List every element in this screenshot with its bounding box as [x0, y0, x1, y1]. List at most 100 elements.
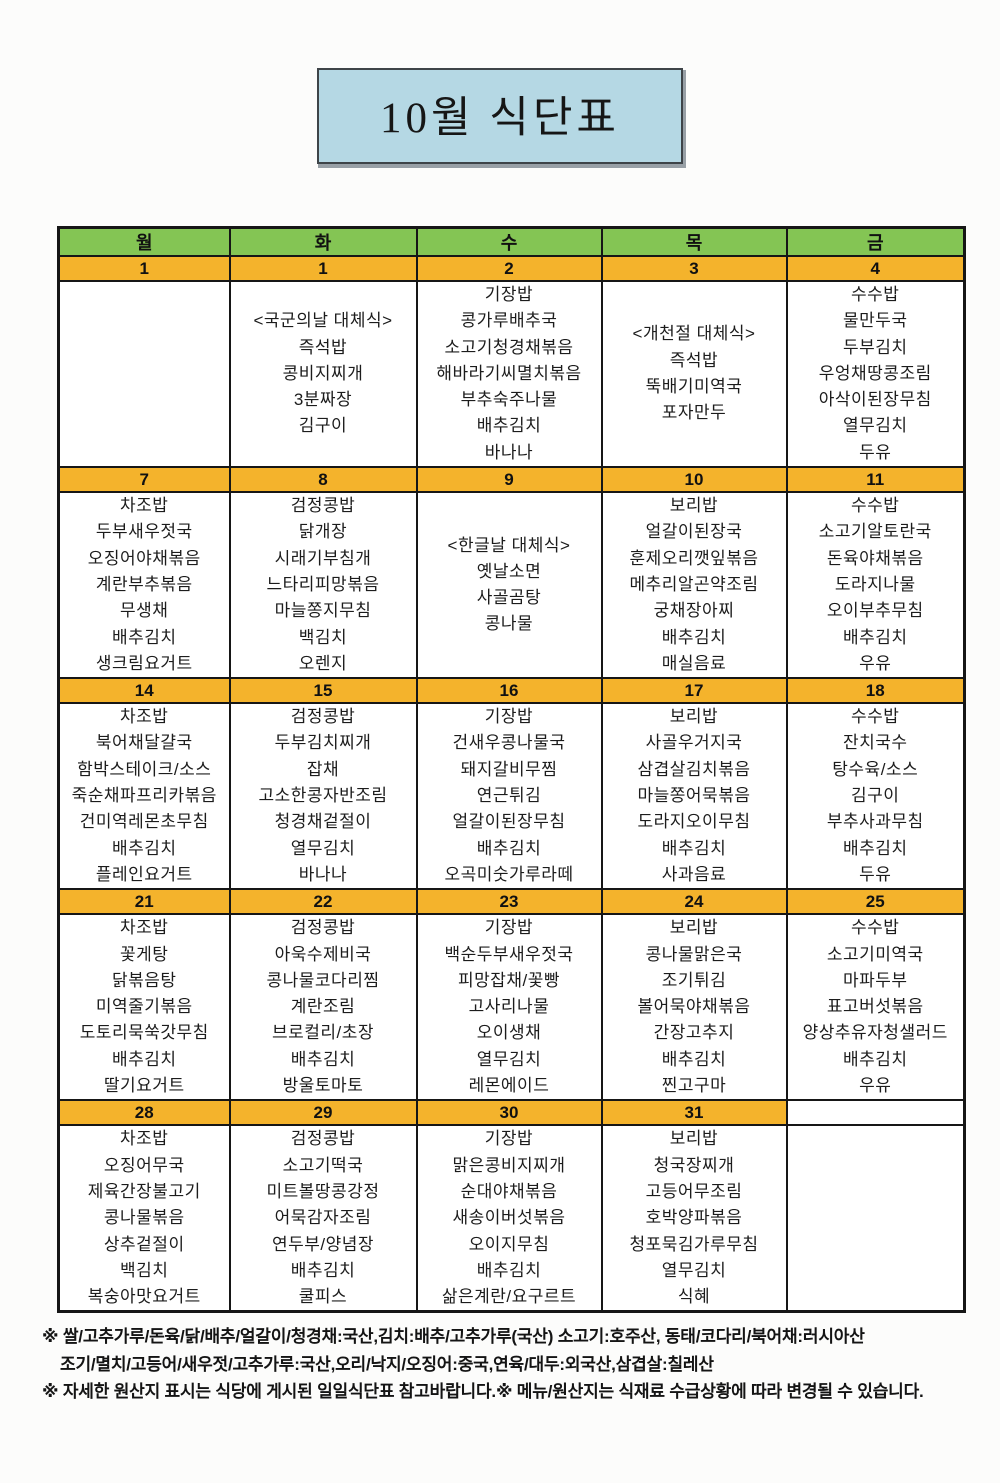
menu-row: <국군의날 대체식> 즉석밥 콩비지찌개 3분짜장 김구이 기장밥 콩가루배추국 소고기청경채…: [57, 279, 966, 469]
menu-item: 간장고추지: [653, 1023, 735, 1043]
menu-item: 마늘쫑어묵볶음: [637, 786, 751, 806]
menu-item: 기장밥: [484, 918, 534, 938]
menu-item: 딸기요거트: [103, 1076, 185, 1096]
menu-item: 열무김치: [661, 1260, 727, 1280]
menu-item: 맑은콩비지찌개: [452, 1155, 566, 1175]
date-cell: 7: [57, 466, 231, 494]
menu-item: <개천절 대체식>: [632, 324, 756, 344]
menu-item: 콩나물코다리찜: [266, 970, 380, 990]
menu-item: 열무김치: [842, 416, 908, 436]
menu-item: 느타리피망볶음: [266, 574, 380, 594]
day-header-mon: 월: [57, 226, 231, 257]
menu-item: 미트볼땅콩강정: [266, 1181, 380, 1201]
menu-cell: 수수밥 잔치국수 탕수육/소스 김구이 부추사과무침 배추김치 두유: [785, 702, 966, 891]
origin-notes: ※ 쌀/고추가루/돈육/닭/배추/얼갈이/청경채:국산,김치:배추/고추가루(국…: [42, 1323, 982, 1406]
menu-item: 배추김치: [842, 627, 908, 647]
menu-item: 찐고구마: [661, 1076, 727, 1096]
menu-item: 배추김치: [476, 838, 542, 858]
menu-item: 열무김치: [476, 1049, 542, 1069]
menu-item: 청경채겉절이: [274, 812, 372, 832]
menu-item: 얼갈이된장무침: [452, 812, 566, 832]
menu-item: 두부새우젓국: [95, 522, 193, 542]
meal-plan-table: 월 화 수 목 금 1 1 2 3 4 <국군의날 대체식> 즉석밥 콩비지찌개 3분짜장 김구이…: [57, 226, 966, 1314]
menu-item: 미역줄기볶음: [95, 997, 193, 1017]
menu-item: 북어채달걀국: [95, 733, 193, 753]
menu-item: 계란부추볶음: [95, 574, 193, 594]
menu-item: 사골우거지국: [645, 733, 743, 753]
menu-cell: 기장밥 백순두부새우젓국 피망잡채/꽃빵 고사리나물 오이생채 열무김치 레몬에이드: [415, 913, 603, 1102]
menu-item: 마늘쫑지무침: [274, 601, 372, 621]
date-row: 7 8 9 10 11: [57, 466, 966, 494]
menu-item: 오징어무국: [103, 1155, 185, 1175]
menu-item: 배추김치: [476, 1260, 542, 1280]
menu-item: 검정콩밥: [290, 1129, 356, 1149]
date-cell: 1: [228, 255, 418, 282]
menu-item: 레몬에이드: [468, 1076, 550, 1096]
menu-item: 배추김치: [661, 627, 727, 647]
menu-item: 사과음료: [661, 864, 727, 884]
menu-cell: 검정콩밥 두부김치찌개 잡채 고소한콩자반조림 청경채겉절이 열무김치 바나나: [228, 702, 418, 891]
menu-item: 배추김치: [476, 416, 542, 436]
menu-item: 매실음료: [661, 653, 727, 673]
menu-item: 양상추유자청샐러드: [802, 1023, 948, 1043]
menu-cell: 보리밥 사골우거지국 삼겹살김치볶음 마늘쫑어묵볶음 도라지오이무침 배추김치 사과음료: [600, 702, 788, 891]
day-header-tue: 화: [228, 226, 418, 257]
menu-item: 도토리묵쑥갓무침: [79, 1023, 209, 1043]
day-header-wed: 수: [415, 226, 603, 257]
menu-item: 죽순채파프리카볶음: [71, 786, 217, 806]
menu-item: 잡채: [306, 759, 340, 779]
origin-note-line1: ※ 쌀/고추가루/돈육/닭/배추/얼갈이/청경채:국산,김치:배추/고추가루(국…: [42, 1327, 865, 1347]
menu-item: 차조밥: [120, 918, 169, 938]
origin-note-line3: ※ 자세한 원산지 표시는 식당에 게시된 일일식단표 참고바랍니다.※ 메뉴/…: [42, 1382, 924, 1402]
menu-item: 보리밥: [669, 496, 719, 516]
menu-item: 뚝배기미역국: [645, 377, 743, 397]
date-cell: 8: [228, 466, 418, 494]
menu-item: 콩나물볶음: [103, 1208, 185, 1228]
menu-item: 궁채장아찌: [653, 601, 735, 621]
menu-item: 얼갈이된장국: [645, 522, 743, 542]
menu-item: 보리밥: [669, 918, 719, 938]
menu-item: 소고기알토란국: [818, 522, 932, 542]
menu-item: 배추김치: [842, 1049, 908, 1069]
menu-item: 콩나물맑은국: [645, 944, 743, 964]
menu-item: 수수밥: [851, 707, 900, 727]
menu-row: 차조밥 북어채달걀국 함박스테이크/소스 죽순채파프리카볶음 건미역레몬초무침 배추김치 플…: [57, 702, 966, 891]
menu-item: 연근튀김: [476, 786, 542, 806]
date-cell: 18: [785, 677, 966, 705]
menu-item: 보리밥: [669, 707, 719, 727]
menu-item: 고소한콩자반조림: [258, 786, 388, 806]
menu-item: 식혜: [677, 1287, 711, 1307]
day-header-fri: 금: [785, 226, 966, 257]
menu-item: 백김치: [120, 1260, 169, 1280]
menu-item: 조기튀김: [661, 970, 727, 990]
menu-item: 3분짜장: [293, 390, 353, 410]
menu-cell: 기장밥 맑은콩비지찌개 순대야채볶음 새송이버섯볶음 오이지무침 배추김치 삶은계란/요구르…: [415, 1124, 603, 1313]
date-cell: 22: [228, 888, 418, 916]
menu-cell: 검정콩밥 소고기떡국 미트볼땅콩강정 어묵감자조림 연두부/양념장 배추김치 쿨피스: [228, 1124, 418, 1313]
page-title: 10월 식단표: [380, 95, 620, 142]
menu-item: 어묵감자조림: [274, 1208, 372, 1228]
menu-item: 김구이: [298, 416, 348, 436]
title-box: 10월 식단표: [317, 68, 683, 164]
menu-item: 기장밥: [484, 707, 534, 727]
menu-item: 메추리알곤약조림: [629, 574, 759, 594]
menu-cell: 검정콩밥 아욱수제비국 콩나물코다리찜 계란조림 브로컬리/초장 배추김치 방울토마토: [228, 913, 418, 1102]
date-row: 21 22 23 24 25: [57, 888, 966, 916]
date-cell: 23: [415, 888, 603, 916]
menu-item: 차조밥: [120, 707, 169, 727]
menu-item: 삶은계란/요구르트: [441, 1287, 577, 1307]
menu-item: 기장밥: [484, 285, 534, 304]
menu-item: 볼어묵야채볶음: [637, 997, 751, 1017]
menu-item: 순대야채볶음: [460, 1181, 558, 1201]
menu-item: 기장밥: [484, 1129, 534, 1149]
menu-item: 콩비지찌개: [282, 363, 364, 383]
date-cell: 24: [600, 888, 788, 916]
menu-item: 백순두부새우젓국: [444, 944, 574, 964]
menu-item: 우유: [859, 653, 892, 673]
menu-item: 옛날소면: [476, 561, 542, 581]
menu-row: 차조밥 두부새우젓국 오징어야채볶음 계란부추볶음 무생채 배추김치 생크림요거트 검정콩밥 닭…: [57, 491, 966, 680]
menu-cell: 검정콩밥 닭개장 시래기부침개 느타리피망볶음 마늘쫑지무침 백김치 오렌지: [228, 491, 418, 680]
menu-item: 훈제오리깻잎볶음: [629, 548, 759, 568]
menu-item: 우유: [859, 1076, 892, 1096]
